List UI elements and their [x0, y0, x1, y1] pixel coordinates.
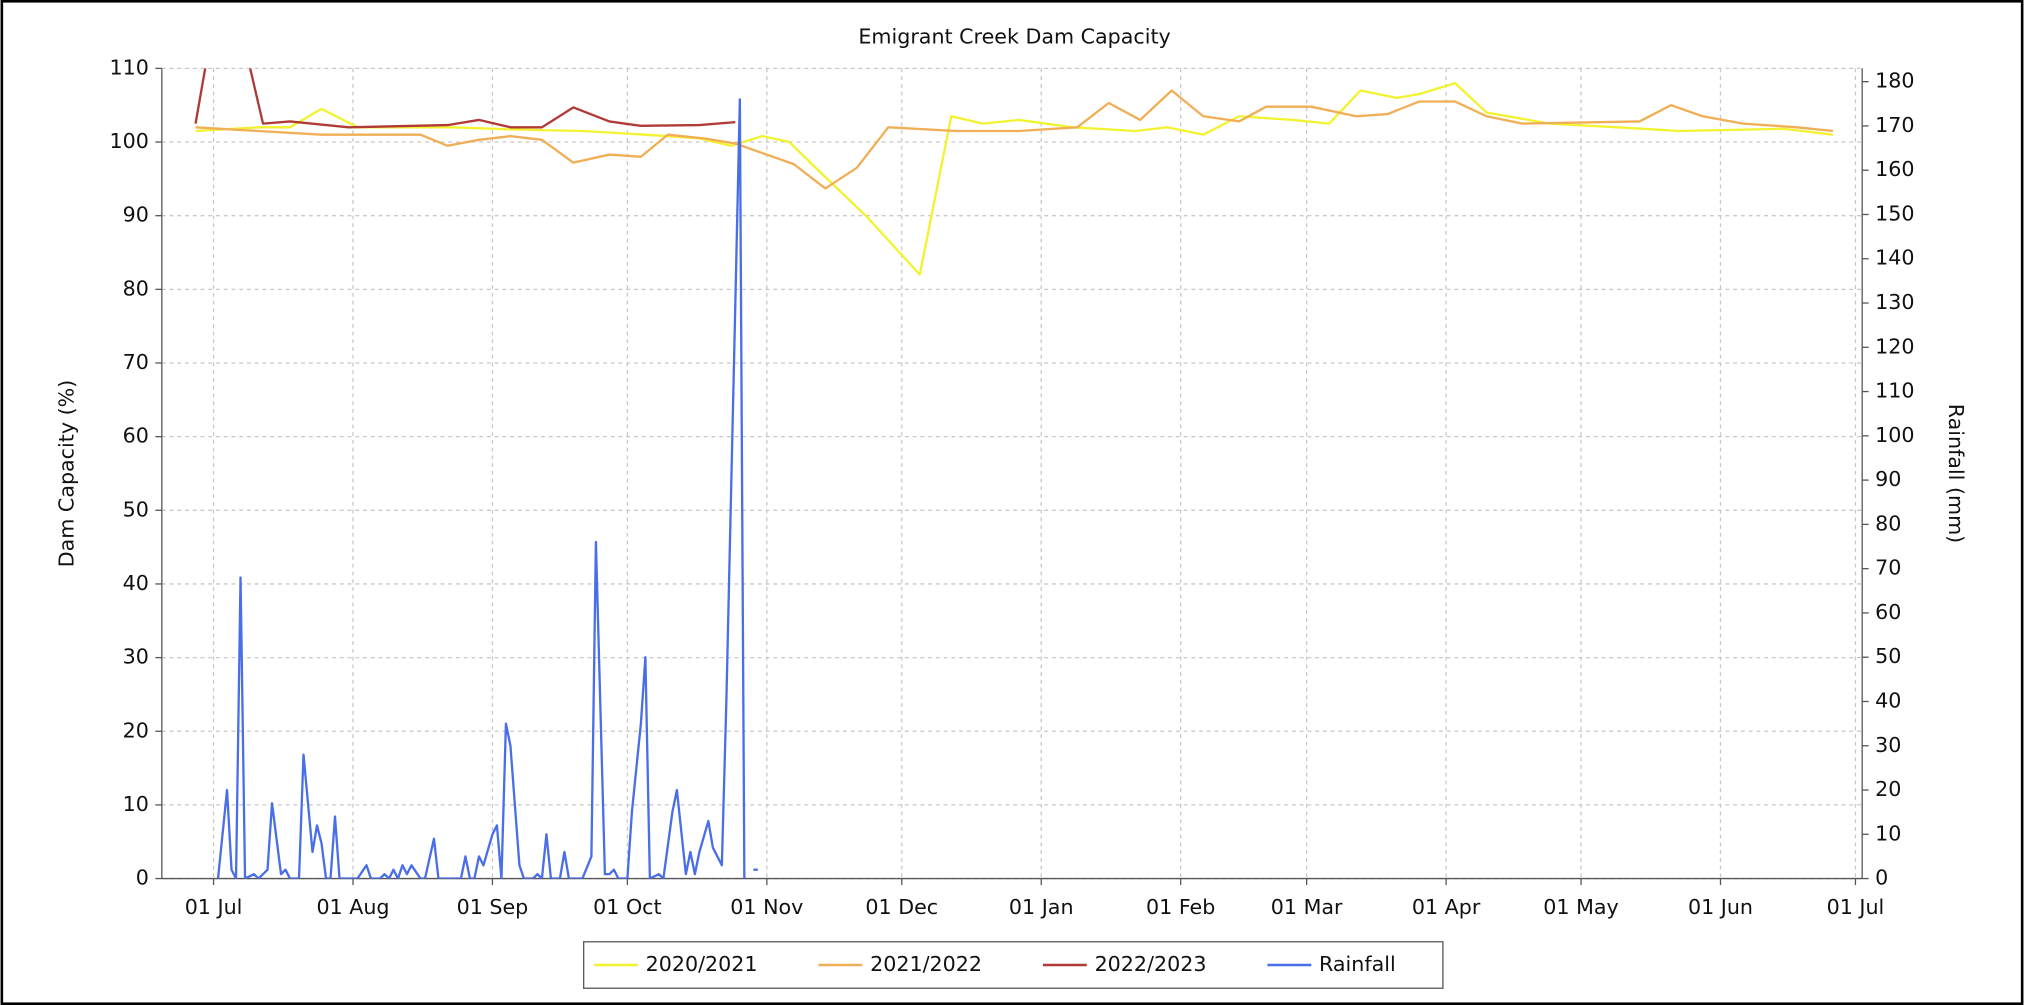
y2-tick-label: 140: [1875, 246, 1914, 270]
plot-area: [194, 68, 1834, 879]
y-tick-label: 60: [123, 424, 149, 448]
x-tick-label: 01 Jul: [185, 895, 243, 919]
x-tick-label: 01 Mar: [1271, 895, 1343, 919]
y2-tick-label: 110: [1875, 379, 1914, 403]
y-tick-label: 50: [123, 497, 149, 521]
y2-tick-label: 160: [1875, 157, 1914, 181]
y2-tick-label: 40: [1875, 688, 1901, 712]
y-tick-label: 10: [123, 792, 149, 816]
x-tick-label: 01 May: [1543, 895, 1618, 919]
y-tick-label: 110: [110, 55, 149, 79]
y-tick-label: 40: [123, 571, 149, 595]
y2-tick-label: 100: [1875, 423, 1914, 447]
x-tick-label: 01 Jun: [1688, 895, 1753, 919]
x-tick-label: 01 Aug: [316, 895, 389, 919]
y2-tick-label: 30: [1875, 733, 1901, 757]
x-tick-label: 01 Oct: [593, 895, 661, 919]
y2-tick-label: 130: [1875, 290, 1914, 314]
y2-axis-label: Rainfall (mm): [1944, 404, 1968, 544]
y2-tick-label: 80: [1875, 511, 1901, 535]
legend-label: 2022/2023: [1095, 952, 1207, 976]
y2-tick-label: 170: [1875, 113, 1914, 137]
series-line: [194, 68, 736, 129]
legend-label: 2020/2021: [646, 952, 758, 976]
y-tick-label: 30: [123, 645, 149, 669]
y-tick-label: 100: [110, 129, 149, 153]
x-tick-label: 01 Feb: [1146, 895, 1215, 919]
y2-tick-label: 60: [1875, 600, 1901, 624]
x-tick-label: 01 Apr: [1412, 895, 1481, 919]
y2-tick-label: 90: [1875, 467, 1901, 491]
y2-tick-label: 70: [1875, 556, 1901, 580]
y2-tick-label: 20: [1875, 777, 1901, 801]
series-line: [216, 98, 758, 879]
legend-label: 2021/2022: [870, 952, 982, 976]
y-tick-label: 90: [123, 203, 149, 227]
y-tick-label: 80: [123, 276, 149, 300]
series-line: [195, 81, 1834, 276]
y2-tick-label: 0: [1875, 866, 1888, 890]
y2-tick-label: 50: [1875, 644, 1901, 668]
y2-tick-label: 180: [1875, 69, 1914, 93]
y2-tick-label: 120: [1875, 334, 1914, 358]
y-axis-label: Dam Capacity (%): [55, 380, 79, 568]
chart-title: Emigrant Creek Dam Capacity: [858, 24, 1170, 48]
y2-tick-label: 10: [1875, 821, 1901, 845]
x-tick-label: 01 Sep: [457, 895, 529, 919]
x-tick-label: 01 Nov: [730, 895, 803, 919]
x-tick-label: 01 Jan: [1009, 895, 1074, 919]
x-tick-label: 01 Jul: [1827, 895, 1885, 919]
y2-tick-label: 150: [1875, 201, 1914, 225]
x-tick-label: 01 Dec: [865, 895, 938, 919]
legend-label: Rainfall: [1319, 952, 1396, 976]
y-tick-label: 20: [123, 718, 149, 742]
y-tick-label: 0: [136, 866, 149, 890]
y-tick-label: 70: [123, 350, 149, 374]
series-line: [195, 89, 1834, 190]
